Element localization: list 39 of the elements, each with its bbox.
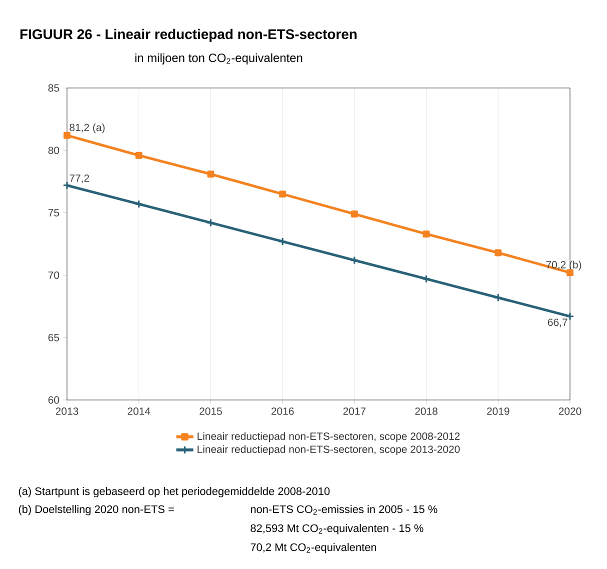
y-tick-label: 60 bbox=[48, 396, 60, 404]
point bbox=[206, 218, 216, 228]
legend-label: Lineair reductiepad non-ETS-sectoren, scope 2008-2012 bbox=[198, 432, 460, 442]
x-tick-label: 2019 bbox=[487, 408, 510, 415]
text: (b) Doelstelling 2020 non-ETS = bbox=[18, 505, 174, 516]
x-tick-label: 2014 bbox=[128, 408, 150, 415]
text: 82,593 Mt CO$_{2}$-equivalenten - 15 % bbox=[250, 524, 424, 534]
legend-label: Lineair reductiepad non-ETS-sectoren, scope 2013-2020 bbox=[198, 445, 460, 456]
data-label: 81,2 (a) bbox=[70, 123, 105, 134]
x-tick-label: 2020 bbox=[558, 408, 582, 415]
point bbox=[494, 293, 502, 302]
point bbox=[207, 170, 214, 178]
point bbox=[134, 200, 144, 208]
chart-title: FIGUUR 26 - Lineair reductiepad non-ETS-sectoren bbox=[20, 28, 357, 42]
point bbox=[494, 249, 502, 256]
point bbox=[422, 230, 430, 238]
point bbox=[135, 152, 142, 159]
data-label: 77,2 bbox=[70, 174, 90, 184]
y-tick-label: 85 bbox=[48, 84, 60, 92]
text: non-ETS CO$_{2}$-emissies in 2005 - 15 % bbox=[250, 505, 438, 515]
point bbox=[279, 190, 286, 198]
x-tick-label: 2015 bbox=[200, 408, 222, 415]
y-tick-label: 65 bbox=[48, 334, 60, 342]
text: (a) Startpunt is gebaseerd op het periodegemiddelde 2008-2010 bbox=[18, 487, 330, 498]
data-label: 66,7 bbox=[548, 318, 568, 328]
x-tick-label: 2017 bbox=[343, 408, 366, 415]
y-tick-label: 75 bbox=[48, 209, 60, 216]
x-tick-label: 2018 bbox=[415, 408, 438, 415]
y-tick-label: 80 bbox=[48, 146, 60, 154]
x-tick-label: 2013 bbox=[56, 408, 78, 415]
point bbox=[64, 132, 70, 139]
x-tick-label: 2016 bbox=[271, 408, 294, 415]
point bbox=[350, 210, 358, 218]
point bbox=[350, 256, 359, 264]
chart-subtitle: in miljoen ton CO$_{2}$-equivalenten bbox=[135, 53, 302, 64]
y-tick-label: 70 bbox=[48, 271, 60, 279]
point bbox=[278, 237, 287, 246]
text: 70,2 Mt CO$_{2}$-equivalenten bbox=[250, 543, 376, 554]
point bbox=[422, 274, 431, 284]
